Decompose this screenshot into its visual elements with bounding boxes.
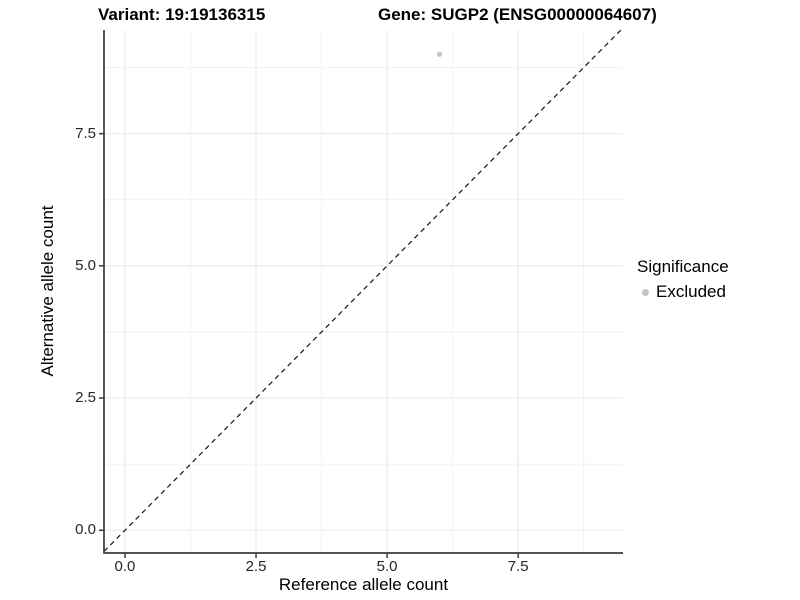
x-axis-title: Reference allele count <box>278 575 449 594</box>
y-axis-tick-label: 7.5 <box>75 124 96 142</box>
legend-title: Significance <box>637 257 729 276</box>
y-axis-title: Alternative allele count <box>38 205 57 377</box>
x-axis-tick-label: 5.0 <box>376 558 398 575</box>
x-axis-tick-label: 0.0 <box>114 558 136 575</box>
legend-item-label: Excluded <box>656 282 726 301</box>
y-axis-tick-label: 5.0 <box>75 256 96 274</box>
x-axis-tick-label: 2.5 <box>245 558 267 575</box>
legend-point-icon <box>642 288 649 296</box>
axis-lines <box>103 30 623 554</box>
plot-title-gene: Gene: SUGP2 (ENSG00000064607) <box>378 5 657 24</box>
y-axis-tick-label: 0.0 <box>75 521 96 539</box>
legend-item-excluded: Excluded <box>637 282 729 302</box>
plot-title-variant: Variant: 19:19136315 <box>98 5 266 24</box>
data-point <box>436 51 443 57</box>
identity-dashed-line <box>103 29 622 552</box>
x-axis-tick-label: 7.5 <box>507 558 529 575</box>
y-axis-tick-label: 2.5 <box>75 389 96 407</box>
legend: Significance Excluded <box>637 257 729 302</box>
